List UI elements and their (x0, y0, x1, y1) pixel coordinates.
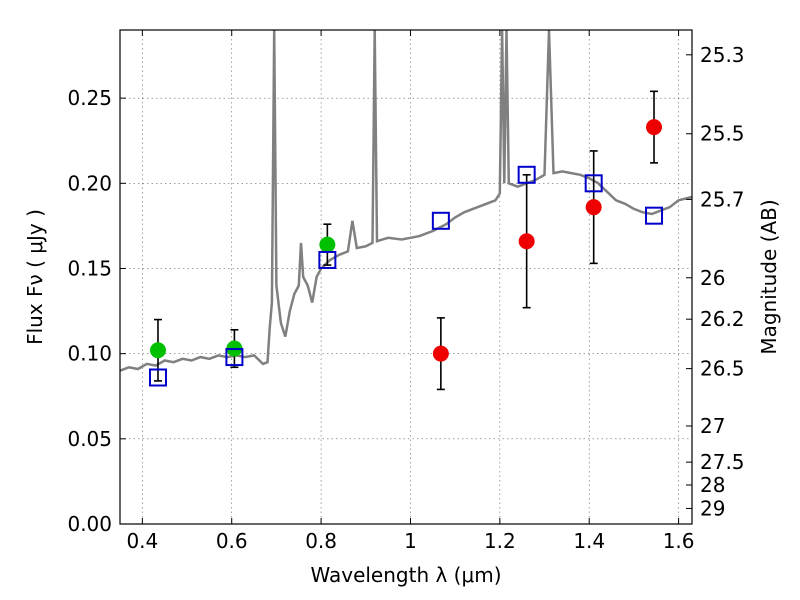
green-data-point (319, 236, 336, 253)
y-tick-label: 0.25 (67, 86, 112, 110)
model-square-marker (225, 348, 244, 367)
x-tick-label: 0.8 (305, 529, 337, 553)
x-axis-label: Wavelength λ (μm) (310, 563, 501, 587)
x-tick-label: 1.6 (663, 529, 695, 553)
spectrum-line-group (119, 29, 693, 372)
x-tick-label: 1.4 (573, 529, 605, 553)
red-data-point (518, 233, 535, 250)
y-tick-label: 0.10 (67, 342, 112, 366)
right-tick-label: 27 (700, 414, 725, 438)
red-data-point (432, 345, 449, 362)
red-data-point (585, 199, 602, 216)
y-tick-label: 0.15 (67, 256, 112, 280)
model-square-marker (517, 165, 536, 184)
red-data-point (646, 119, 663, 136)
x-tick-label: 1.2 (484, 529, 516, 553)
right-tick-label: 26 (700, 266, 725, 290)
right-tick-label: 29 (700, 496, 725, 520)
y-tick-label: 0.20 (67, 171, 112, 195)
y-tick-label: 0.00 (67, 512, 112, 536)
spectrum-line (119, 29, 693, 372)
marker-group (148, 119, 664, 387)
y-axis-label: Flux Fν ( μJy ) (23, 209, 47, 345)
right-tick-label: 26.2 (700, 307, 745, 331)
y-tick-label: 0.05 (67, 427, 112, 451)
right-tick-label: 25.5 (700, 122, 745, 146)
green-data-point (149, 342, 166, 359)
right-axis-label: Magnitude (AB) (757, 199, 781, 354)
right-tick-label: 26.5 (700, 357, 745, 381)
model-square-marker (431, 211, 450, 230)
right-tick-label: 25.3 (700, 43, 745, 67)
grid (120, 30, 692, 525)
right-tick-label: 27.5 (700, 450, 745, 474)
model-square-marker (148, 368, 167, 387)
right-tick-label: 28 (700, 473, 725, 497)
plot-frame (119, 29, 693, 525)
x-tick-label: 0.4 (126, 529, 158, 553)
model-square-marker (645, 206, 664, 225)
model-square-marker (318, 250, 337, 269)
x-tick-label: 0.6 (216, 529, 248, 553)
model-square-marker (584, 174, 603, 193)
right-tick-label: 25.7 (700, 187, 745, 211)
x-tick-label: 1 (404, 529, 417, 553)
ticks-group: 0.4 0.6 0.8 1 1.2 1.4 1.6 0.00 0.05 0.10 0.15 0.20 0… (67, 30, 745, 553)
